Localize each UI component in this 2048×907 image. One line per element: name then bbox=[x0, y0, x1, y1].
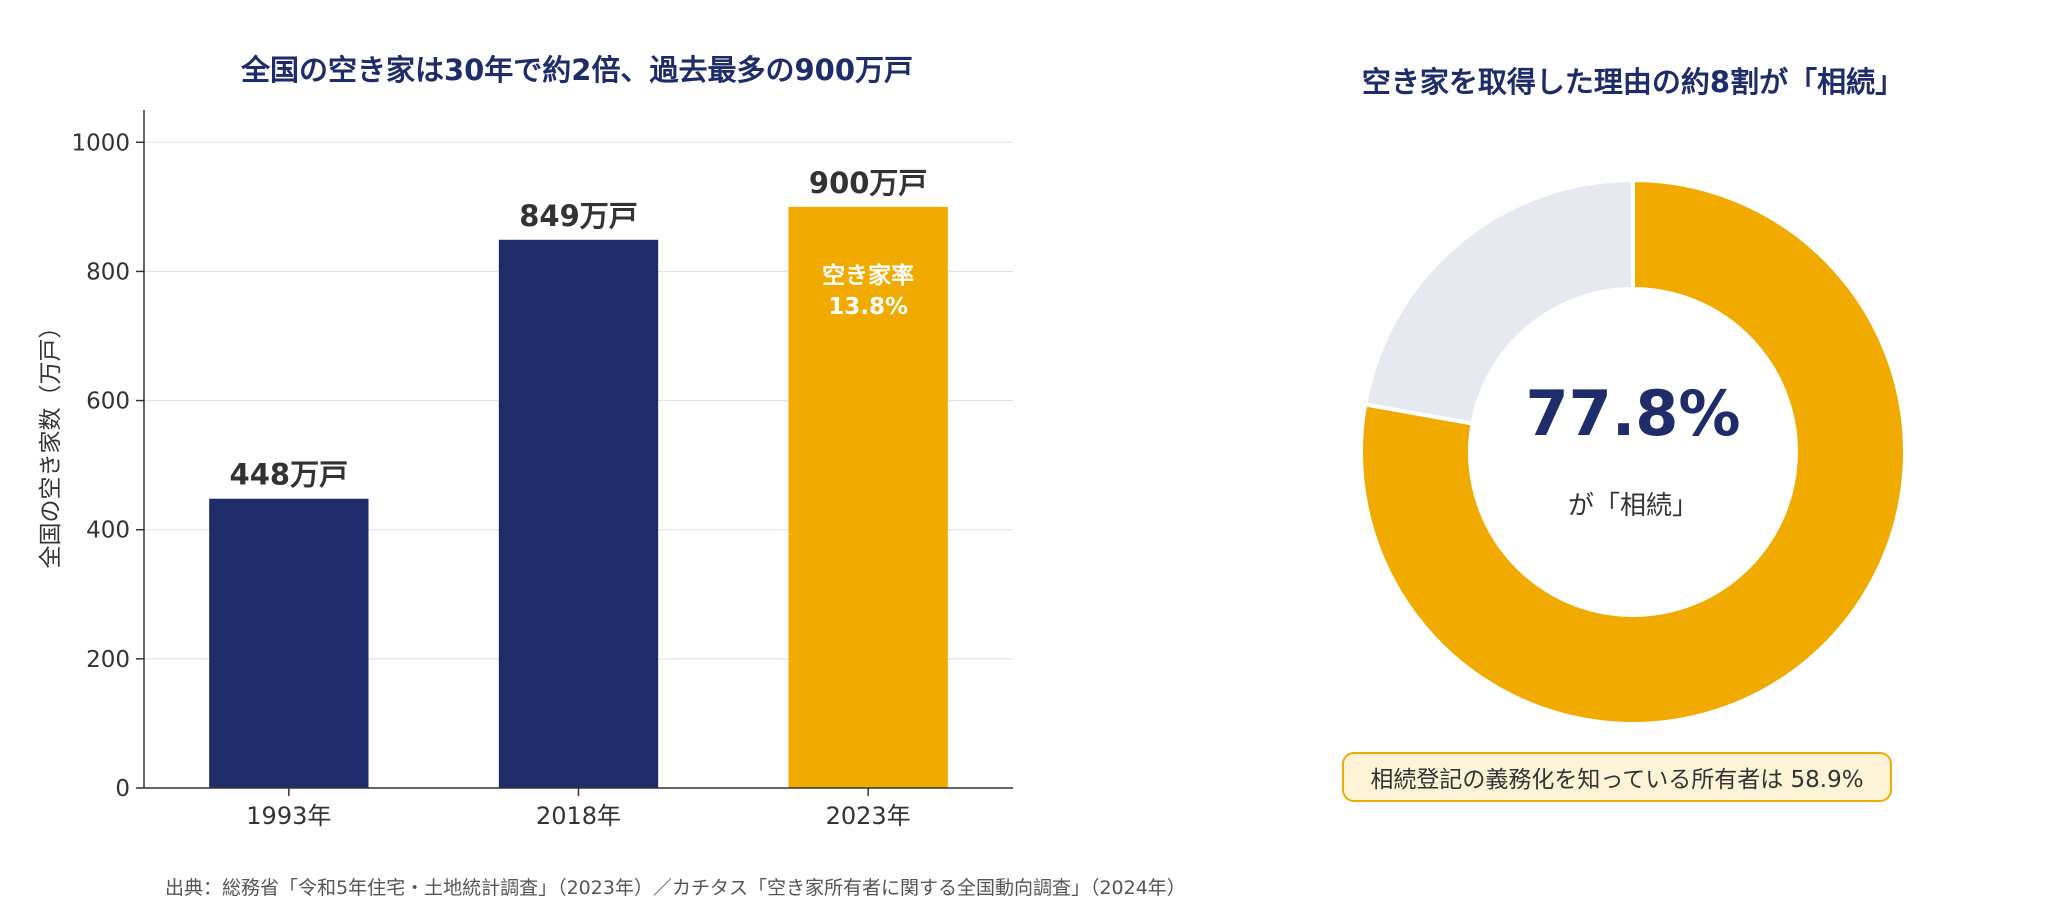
y-axis-label: 全国の空き家数（万戸） bbox=[38, 316, 64, 569]
bar-data-label: 849万戸 bbox=[519, 199, 638, 233]
bar-chart-title: 全国の空き家は30年で約2倍、過去最多の900万戸 bbox=[240, 53, 913, 87]
y-tick-label: 400 bbox=[86, 518, 130, 544]
vacancy-rate-label: 空き家率 bbox=[822, 262, 914, 289]
bar-0 bbox=[209, 498, 369, 788]
y-tick-label: 800 bbox=[86, 259, 130, 285]
bar-data-label: 900万戸 bbox=[809, 166, 928, 200]
donut-slice-1 bbox=[1362, 177, 1635, 426]
bar-2 bbox=[788, 206, 948, 788]
vacancy-rate-value: 13.8% bbox=[828, 294, 908, 320]
donut-slice-0 bbox=[1359, 177, 1907, 726]
inheritance-registration-callout: 相続登記の義務化を知っている所有者は 58.9% bbox=[1342, 752, 1892, 802]
y-tick-label: 0 bbox=[115, 776, 130, 802]
y-tick-label: 1000 bbox=[71, 130, 130, 156]
donut-center-label: が「相続」 bbox=[1568, 491, 1698, 521]
bar-data-label: 448万戸 bbox=[230, 458, 349, 492]
bar-1 bbox=[498, 239, 659, 788]
y-tick-label: 200 bbox=[86, 647, 130, 673]
x-tick-label: 2023年 bbox=[826, 802, 911, 830]
bar-chart: 全国の空き家は30年で約2倍、過去最多の900万戸 全国の空き家数（万戸） 44… bbox=[38, 53, 1013, 830]
source-note: 出典：総務省「令和5年住宅・土地統計調査」（2023年）／カチタス「空き家所有者… bbox=[165, 877, 1186, 899]
x-tick-label: 2018年 bbox=[536, 802, 621, 830]
y-tick-label: 600 bbox=[86, 389, 130, 415]
donut-chart: 空き家を取得した理由の約8割が「相続」 77.8% が「相続」 bbox=[1359, 65, 1907, 726]
x-tick-label: 1993年 bbox=[246, 802, 331, 830]
donut-chart-title: 空き家を取得した理由の約8割が「相続」 bbox=[1362, 65, 1904, 99]
donut-center-value: 77.8% bbox=[1525, 377, 1740, 450]
